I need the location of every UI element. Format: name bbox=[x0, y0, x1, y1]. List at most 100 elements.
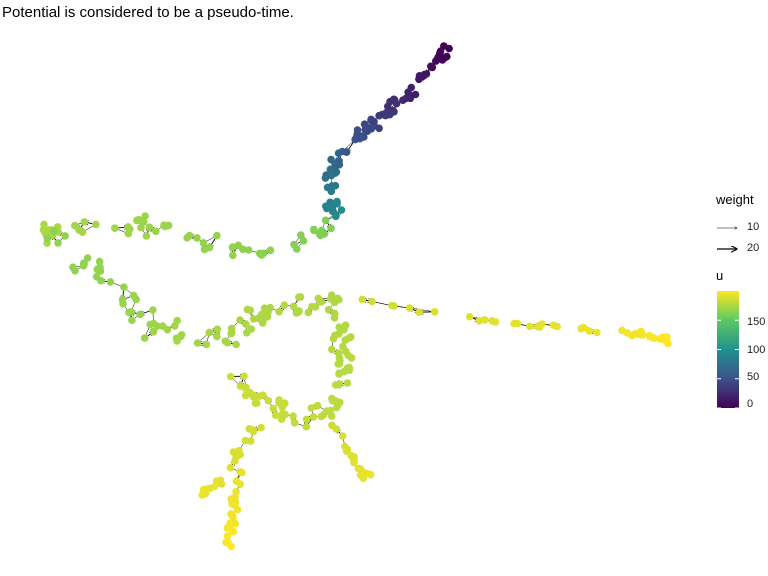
network-node bbox=[309, 413, 318, 421]
network-node bbox=[324, 305, 333, 314]
network-node bbox=[269, 404, 278, 413]
network-node bbox=[302, 422, 311, 431]
network-node bbox=[120, 283, 128, 292]
network-node bbox=[334, 149, 343, 157]
network-node bbox=[335, 370, 343, 378]
network-node bbox=[436, 48, 445, 56]
network-node bbox=[370, 117, 378, 126]
network-node bbox=[119, 300, 127, 308]
network-node bbox=[275, 396, 283, 404]
network-node bbox=[137, 223, 145, 232]
network-node bbox=[278, 409, 287, 418]
network-node bbox=[142, 232, 151, 240]
network-node bbox=[223, 532, 232, 540]
network-node bbox=[280, 301, 289, 310]
network-node bbox=[307, 404, 316, 412]
network-node bbox=[350, 458, 358, 467]
network-node bbox=[79, 261, 88, 270]
network-node bbox=[223, 524, 232, 532]
network-node bbox=[353, 126, 362, 134]
network-node bbox=[92, 220, 100, 229]
colorbar-tick-label-100: 100 bbox=[747, 344, 766, 356]
network-node bbox=[222, 538, 230, 547]
network-node bbox=[228, 511, 237, 520]
network-node bbox=[475, 317, 484, 325]
network-node bbox=[302, 415, 311, 424]
network-node bbox=[420, 71, 428, 80]
network-node bbox=[206, 484, 214, 493]
network-node bbox=[226, 463, 235, 472]
network-node bbox=[331, 181, 340, 190]
network-node bbox=[308, 302, 316, 311]
network-node bbox=[359, 474, 368, 483]
network-node bbox=[593, 328, 601, 337]
network-node bbox=[266, 246, 275, 255]
color-legend-title: u bbox=[716, 268, 724, 283]
network-node bbox=[440, 54, 449, 62]
network-node bbox=[445, 44, 453, 53]
network-node bbox=[95, 257, 104, 266]
network-node bbox=[133, 216, 141, 225]
network-node bbox=[193, 339, 202, 347]
network-node bbox=[538, 320, 546, 328]
network-node bbox=[227, 324, 236, 333]
network-node bbox=[293, 245, 301, 253]
colorbar bbox=[717, 291, 739, 408]
network-node bbox=[363, 127, 372, 135]
network-node bbox=[201, 489, 210, 498]
network-node bbox=[252, 399, 261, 408]
network-node bbox=[111, 224, 119, 232]
network-node bbox=[430, 308, 439, 316]
network-node bbox=[335, 360, 344, 368]
network-node bbox=[327, 155, 335, 164]
network-node bbox=[330, 314, 339, 322]
network-node bbox=[229, 251, 237, 260]
colorbar-tick-label-50: 50 bbox=[747, 371, 760, 383]
network-node bbox=[221, 337, 230, 346]
network-node bbox=[278, 403, 287, 412]
network-node bbox=[335, 380, 343, 389]
network-node bbox=[390, 302, 398, 310]
network-node bbox=[235, 447, 243, 455]
network-node bbox=[149, 306, 157, 314]
network-node bbox=[526, 322, 534, 331]
network-node bbox=[304, 308, 313, 317]
network-node bbox=[185, 231, 194, 240]
network-node bbox=[289, 302, 298, 311]
network-node bbox=[375, 124, 383, 133]
network-node bbox=[152, 227, 160, 236]
network-node bbox=[202, 340, 211, 349]
network-node bbox=[335, 323, 344, 332]
network-node bbox=[650, 334, 658, 342]
network-node bbox=[263, 313, 272, 321]
network-node bbox=[637, 327, 645, 336]
network-node bbox=[321, 216, 330, 225]
nodes-layer bbox=[39, 42, 672, 551]
network-node bbox=[386, 110, 394, 119]
network-node bbox=[333, 401, 342, 410]
network-node bbox=[232, 340, 240, 349]
network-node bbox=[163, 325, 172, 334]
network-node bbox=[350, 453, 359, 461]
network-node bbox=[317, 412, 326, 421]
network-node bbox=[226, 372, 235, 381]
network-node bbox=[343, 445, 352, 454]
network-node bbox=[173, 316, 181, 325]
network-node bbox=[246, 306, 255, 315]
network-node bbox=[236, 480, 245, 489]
network-node bbox=[249, 426, 258, 434]
network-node bbox=[513, 319, 522, 328]
network-node bbox=[128, 316, 136, 325]
network-node bbox=[290, 419, 299, 427]
network-node bbox=[292, 309, 301, 317]
network-node bbox=[585, 327, 594, 335]
network-node bbox=[411, 90, 420, 99]
network-node bbox=[250, 391, 258, 400]
network-node bbox=[326, 406, 335, 415]
network-node bbox=[491, 318, 500, 326]
network-node bbox=[356, 134, 364, 143]
network-node bbox=[141, 212, 149, 220]
network-node bbox=[236, 316, 244, 324]
network-node bbox=[49, 227, 58, 236]
